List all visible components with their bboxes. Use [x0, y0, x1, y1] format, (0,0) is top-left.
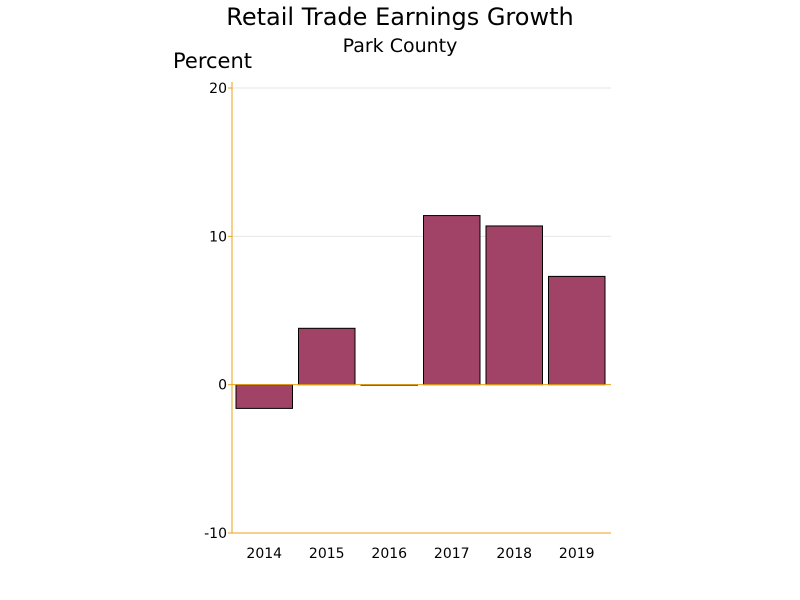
y-tick-label: 0	[218, 378, 227, 394]
x-tick-label: 2015	[309, 546, 345, 562]
x-tick-label: 2016	[371, 546, 407, 562]
x-tick-labels: 2014 2015 2016 2017 2018 2019	[246, 546, 594, 562]
x-tick-label: 2014	[246, 546, 282, 562]
x-tick-label: 2017	[434, 546, 470, 562]
bar-2017	[423, 215, 481, 386]
bars	[235, 215, 606, 409]
x-tick-label: 2018	[496, 546, 532, 562]
y-tick-labels: -10 0 10 20	[204, 81, 227, 542]
chart-title: Retail Trade Earnings Growth	[226, 3, 573, 31]
y-tick-label: 20	[209, 81, 227, 97]
bar-2019	[548, 275, 606, 386]
y-tick-label: -10	[204, 526, 227, 542]
chart-subtitle: Park County	[343, 35, 458, 57]
x-tick-label: 2019	[559, 546, 595, 562]
grid-lines	[232, 87, 611, 237]
axes	[228, 82, 611, 534]
bar-2014	[235, 384, 293, 409]
y-axis-label: Percent	[173, 49, 252, 73]
y-tick-label: 10	[209, 229, 227, 245]
bar-2018	[485, 225, 543, 386]
bar-2015	[298, 327, 356, 386]
